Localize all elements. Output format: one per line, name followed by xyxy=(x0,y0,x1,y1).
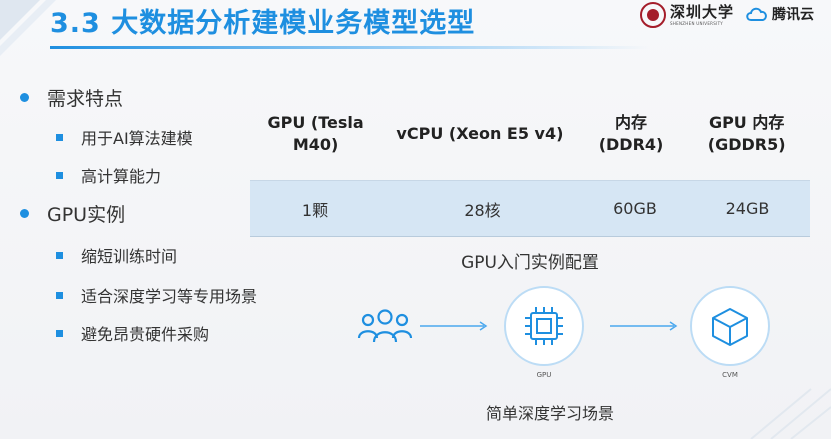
university-logo-en: SHENZHEN UNIVERSITY xyxy=(670,20,724,26)
table-row: 1颗 28核 60GB 24GB xyxy=(250,181,810,237)
table-header-cell: GPU (Tesla M40) xyxy=(267,113,364,154)
bullet-item: 避免昂贵硬件采购 xyxy=(56,321,209,345)
university-logo: 深圳大学 SHENZHEN UNIVERSITY xyxy=(640,2,734,28)
bullet-square-icon xyxy=(56,329,63,337)
diagram-title: GPU入门实例配置 xyxy=(461,253,599,273)
chip-icon xyxy=(504,286,584,366)
bullet-item: 高计算能力 xyxy=(56,163,161,187)
tencent-cloud-text: 腾讯云 xyxy=(772,7,814,23)
table-cell: 60GB xyxy=(613,199,657,218)
arrow-right-icon xyxy=(610,321,678,331)
bullet-item: 缩短训练时间 xyxy=(56,243,177,267)
bullet-square-icon xyxy=(56,291,63,299)
bullet-square-icon xyxy=(56,133,63,141)
bullet-dot-icon xyxy=(20,209,29,218)
bullet-square-icon xyxy=(56,171,63,179)
table-header-cell: 内存 (DDR4) xyxy=(598,113,664,154)
tencent-cloud-logo: 腾讯云 xyxy=(745,4,814,24)
users-icon xyxy=(357,309,413,343)
table-cell: 24GB xyxy=(725,199,770,218)
bullet-requirements: 需求特点 xyxy=(20,84,123,111)
gpu-spec-table: GPU (Tesla M40) vCPU (Xeon E5 v4) 内存 (DD… xyxy=(250,88,810,237)
table-header-row: GPU (Tesla M40) vCPU (Xeon E5 v4) 内存 (DD… xyxy=(250,88,810,181)
cvm-node-label: CVM xyxy=(722,371,738,379)
bullet-square-icon xyxy=(56,251,63,259)
table-cell: 1颗 xyxy=(301,200,329,220)
diagram-caption: 简单深度学习场景 xyxy=(485,404,614,423)
cloud-icon xyxy=(746,7,767,21)
table-header-cell: vCPU (Xeon E5 v4) xyxy=(396,124,564,143)
page-title: 3.3 大数据分析建模业务模型选型 xyxy=(50,8,476,39)
cube-icon xyxy=(690,286,770,366)
university-seal-icon xyxy=(640,2,666,28)
corner-decoration xyxy=(0,0,56,56)
title-underline xyxy=(50,46,650,49)
bullet-item: 适合深度学习等专用场景 xyxy=(56,283,257,307)
bullet-gpu-instance: GPU实例 xyxy=(20,200,125,227)
bullet-item: 用于AI算法建模 xyxy=(56,125,193,149)
gpu-node-label: GPU xyxy=(536,371,552,379)
arrow-right-icon xyxy=(420,321,488,331)
university-logo-text: 深圳大学 xyxy=(670,2,735,21)
table-header-cell: GPU 内存 (GDDR5) xyxy=(707,113,786,154)
corner-decoration xyxy=(750,388,831,439)
table-cell: 28核 xyxy=(464,200,501,220)
bullet-dot-icon xyxy=(20,93,29,102)
